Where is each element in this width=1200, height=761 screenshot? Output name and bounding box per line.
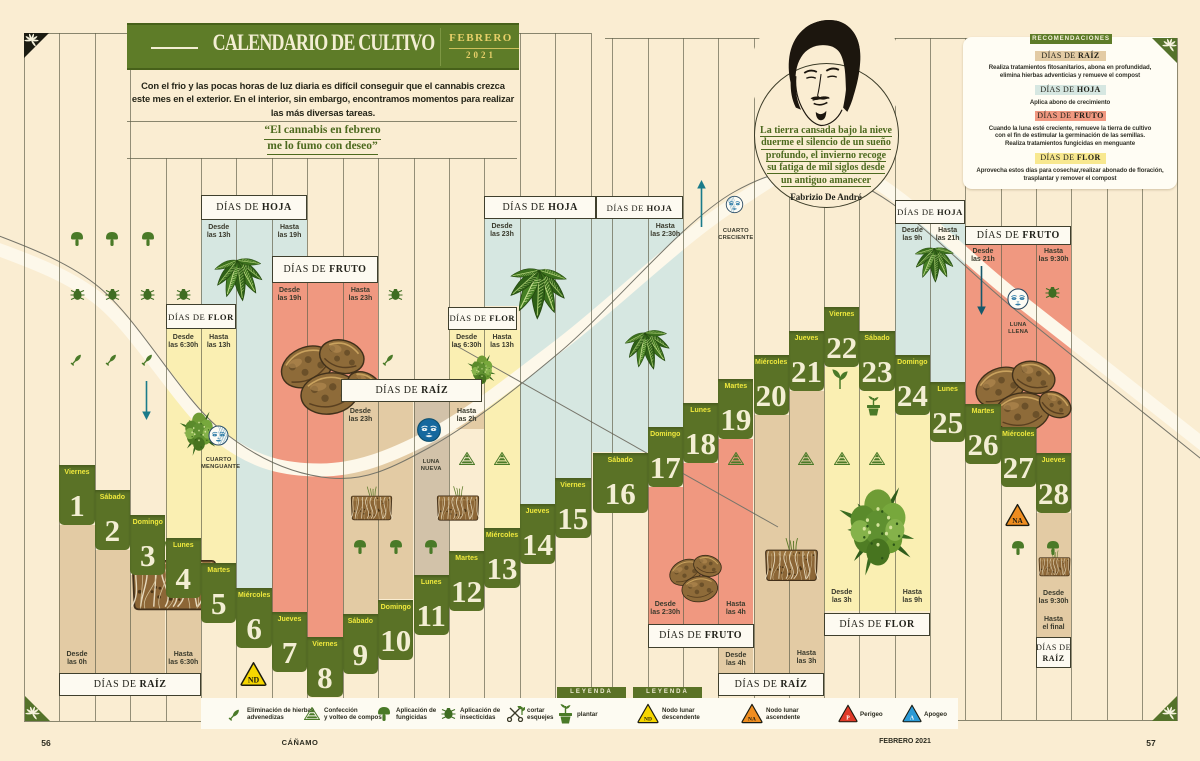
svg-text:ND: ND	[644, 716, 652, 722]
svg-text:P: P	[846, 716, 850, 722]
svg-text:NA: NA	[748, 716, 756, 722]
svg-text:NA: NA	[1012, 516, 1023, 524]
svg-text:ND: ND	[248, 675, 260, 684]
svg-text:A: A	[910, 716, 915, 722]
